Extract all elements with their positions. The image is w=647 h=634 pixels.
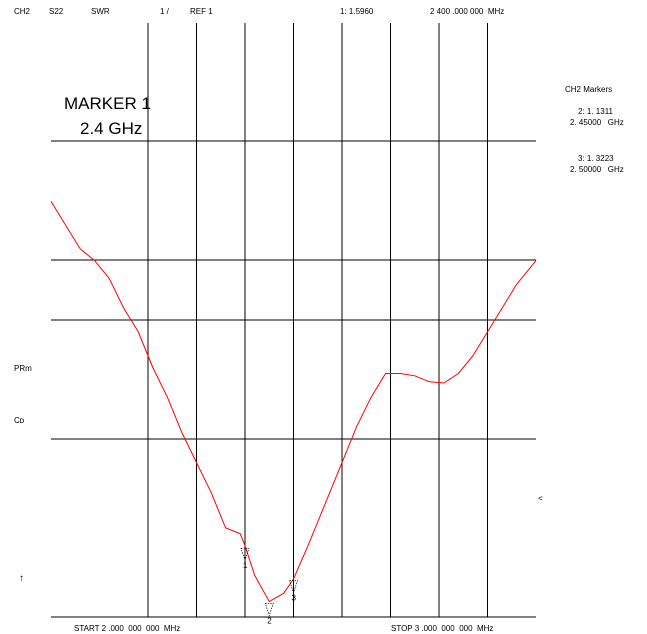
- channel-label: CH2: [14, 7, 31, 16]
- marker-3-readout: 3: 1. 3223: [578, 154, 614, 163]
- reference-pointer-icon: <: [538, 494, 543, 503]
- marker-2-symbol: [264, 603, 274, 617]
- marker-2-frequency: 2. 45000 GHz: [570, 118, 624, 127]
- marker-3-frequency: 2. 50000 GHz: [570, 165, 624, 174]
- marker-3-symbol: [289, 580, 298, 594]
- marker-2-label: 2: [267, 616, 272, 625]
- marker-table-title: CH2 Markers: [565, 85, 613, 94]
- correction-label: Cᴅ: [14, 416, 25, 425]
- parameter-label: S22: [49, 7, 64, 16]
- marker-frequency: 2 400 .000 000 MHz: [430, 7, 505, 16]
- scale-label: 1 /: [160, 7, 169, 16]
- ref-label: REF 1: [190, 7, 213, 16]
- stop-frequency: STOP 3 .000 000 000 MHz: [391, 624, 494, 633]
- format-label: SWR: [91, 7, 110, 16]
- marker-1-symbol: [240, 547, 250, 562]
- marker-1-label: 1: [243, 561, 248, 570]
- annotation-frequency: 2.4 GHz: [80, 119, 143, 138]
- marker-layer: 1 2 3: [240, 547, 298, 625]
- marker-2-readout: 2: 1. 1311: [578, 107, 613, 116]
- plot-grid: [51, 23, 536, 618]
- marker-readout: 1: 1.5960: [340, 7, 374, 16]
- arrow-up-icon: ↑: [19, 573, 24, 584]
- start-frequency: START 2 .000 000 000 MHz: [74, 624, 181, 633]
- marker-3-label: 3: [292, 594, 297, 603]
- prm-label: PRm: [14, 364, 32, 373]
- swr-trace: [50, 200, 537, 603]
- annotation-marker: MARKER 1: [64, 94, 151, 113]
